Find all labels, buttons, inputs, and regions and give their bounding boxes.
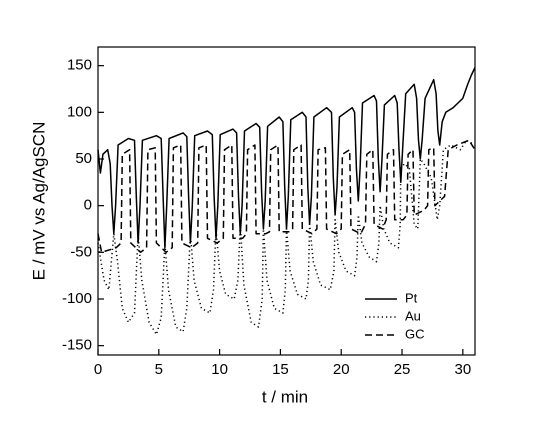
legend-label: GC: [405, 326, 425, 341]
x-tick-label: 20: [333, 361, 350, 378]
x-axis-label: t / min: [262, 387, 308, 406]
y-tick-label: -100: [62, 290, 92, 307]
x-tick-label: 15: [272, 361, 289, 378]
x-tick-label: 25: [394, 361, 411, 378]
x-tick-label: 5: [155, 361, 163, 378]
legend-label: Au: [405, 308, 421, 323]
x-tick-label: 0: [94, 361, 102, 378]
series-line: [97, 67, 476, 249]
y-axis-label: E / mV vs Ag/AgSCN: [29, 122, 48, 281]
y-tick-label: 50: [75, 150, 92, 167]
series-line: [97, 139, 476, 336]
y-tick-label: -150: [62, 337, 92, 354]
y-tick-label: 100: [67, 103, 92, 120]
x-tick-label: 10: [211, 361, 228, 378]
y-tick-label: 150: [67, 57, 92, 74]
plot-frame: [97, 46, 476, 356]
x-tick-label: 30: [454, 361, 471, 378]
y-tick-label: -50: [70, 243, 92, 260]
series-line: [97, 139, 476, 254]
y-tick-label: 0: [84, 197, 92, 214]
legend-label: Pt: [405, 290, 418, 305]
